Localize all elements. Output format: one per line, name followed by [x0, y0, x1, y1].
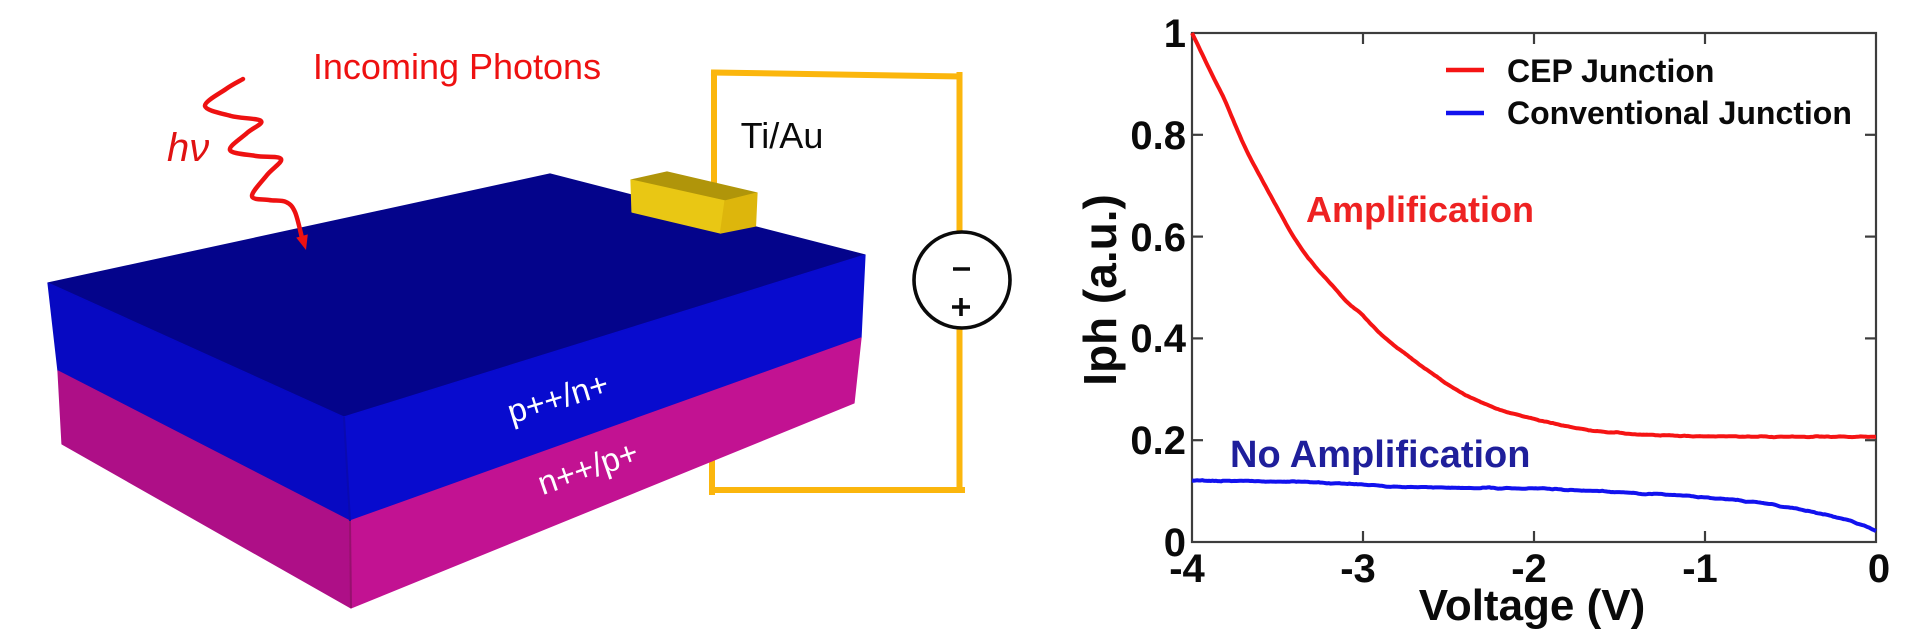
svg-text:0.4: 0.4	[1130, 317, 1186, 361]
svg-text:1: 1	[1164, 12, 1186, 56]
svg-text:-2: -2	[1511, 547, 1547, 591]
svg-text:Amplification: Amplification	[1306, 189, 1534, 230]
svg-text:-3: -3	[1340, 547, 1376, 591]
svg-text:0.8: 0.8	[1130, 114, 1186, 158]
svg-text:CEP Junction: CEP Junction	[1507, 53, 1714, 89]
svg-text:-1: -1	[1682, 547, 1718, 591]
svg-text:No Amplification: No Amplification	[1230, 434, 1530, 476]
svg-text:0: 0	[1868, 547, 1890, 591]
svg-text:0.6: 0.6	[1130, 216, 1186, 260]
svg-text:-4: -4	[1169, 547, 1205, 591]
svg-text:hν: hν	[167, 126, 209, 170]
svg-text:0: 0	[1164, 521, 1186, 565]
svg-text:Conventional Junction: Conventional Junction	[1507, 95, 1852, 131]
svg-text:Voltage (V): Voltage (V)	[1419, 581, 1646, 630]
svg-text:0.2: 0.2	[1130, 419, 1186, 463]
svg-text:Incoming Photons: Incoming Photons	[313, 46, 601, 87]
svg-text:Iph (a.u.): Iph (a.u.)	[1074, 194, 1126, 386]
svg-text:Ti/Au: Ti/Au	[741, 115, 824, 156]
